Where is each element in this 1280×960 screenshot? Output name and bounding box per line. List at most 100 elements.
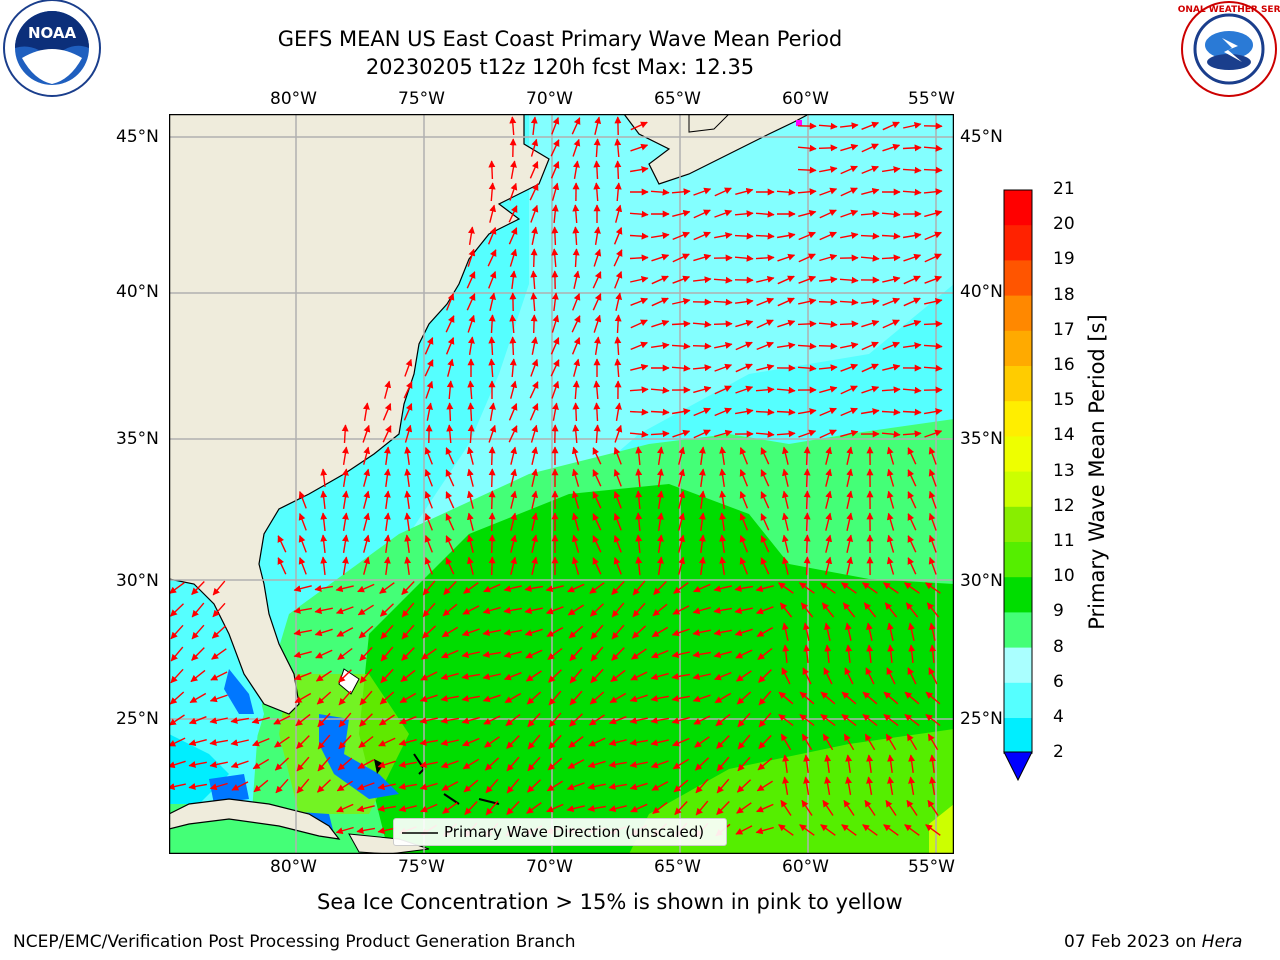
wave-direction-arrow — [818, 320, 838, 328]
wave-direction-arrow — [487, 249, 497, 267]
wave-direction-arrow — [861, 319, 880, 328]
wave-direction-arrow — [737, 734, 751, 750]
wave-direction-arrow — [650, 342, 670, 350]
wave-direction-arrow — [466, 468, 474, 487]
wave-direction-arrow — [488, 358, 496, 378]
wave-direction-arrow — [572, 248, 580, 268]
wave-direction-arrow — [531, 512, 539, 531]
wave-direction-arrow — [656, 490, 664, 510]
wave-direction-arrow — [928, 556, 937, 575]
wave-direction-arrow — [593, 380, 601, 400]
wave-direction-arrow — [629, 717, 648, 724]
wave-direction-arrow — [503, 672, 522, 681]
lat-label-left-45n: 45°N — [116, 127, 159, 147]
wave-direction-arrow — [320, 556, 328, 575]
wave-direction-arrow — [713, 629, 732, 636]
wave-direction-arrow — [440, 760, 459, 769]
wave-direction-arrow — [845, 776, 852, 796]
wave-direction-arrow — [613, 468, 622, 487]
wave-direction-arrow — [590, 646, 604, 662]
wave-direction-arrow — [840, 407, 858, 417]
wave-direction-arrow — [755, 408, 775, 416]
wave-direction-arrow — [821, 602, 835, 618]
wave-direction-arrow — [382, 425, 392, 443]
wave-direction-arrow — [755, 254, 775, 262]
wave-direction-arrow — [467, 424, 475, 444]
wave-direction-arrow — [509, 248, 518, 267]
lat-label-left-25n: 25°N — [116, 709, 159, 729]
wave-direction-arrow — [524, 607, 543, 614]
wave-direction-arrow — [841, 582, 857, 594]
wave-direction-arrow — [908, 754, 916, 773]
wave-direction-arrow — [169, 760, 186, 769]
wave-direction-arrow — [678, 446, 686, 465]
wave-direction-arrow — [698, 512, 706, 531]
wave-direction-arrow — [613, 556, 622, 575]
wave-direction-arrow — [503, 607, 523, 614]
wave-direction-arrow — [362, 424, 371, 443]
wave-direction-arrow — [314, 607, 333, 614]
wave-direction-arrow — [799, 824, 815, 836]
wave-direction-arrow — [424, 534, 433, 553]
wave-direction-arrow — [902, 144, 922, 152]
land-us-east — [169, 114, 550, 715]
wave-direction-arrow — [797, 144, 817, 152]
wave-direction-arrow — [341, 512, 349, 532]
wave-direction-arrow — [508, 425, 518, 443]
wave-direction-arrow — [671, 695, 690, 702]
wave-direction-arrow — [822, 799, 834, 816]
wave-direction-arrow — [881, 386, 901, 394]
wave-direction-arrow — [419, 739, 439, 746]
wave-direction-arrow — [803, 644, 811, 663]
wave-direction-arrow — [631, 625, 647, 639]
wave-direction-arrow — [466, 490, 474, 509]
wave-direction-arrow — [819, 385, 838, 394]
wave-direction-arrow — [531, 446, 539, 465]
wave-direction-arrow — [526, 779, 541, 793]
wave-direction-arrow — [398, 739, 417, 747]
wave-direction-arrow — [755, 826, 774, 835]
wave-direction-arrow — [881, 166, 901, 174]
wave-direction-arrow — [714, 407, 732, 417]
wave-direction-arrow — [188, 783, 208, 790]
wave-direction-arrow — [593, 138, 601, 158]
wave-direction-arrow — [317, 734, 331, 750]
lat-label-left-40n: 40°N — [116, 282, 159, 302]
wave-direction-arrow — [799, 582, 815, 594]
wave-direction-arrow — [293, 585, 312, 593]
wave-direction-arrow — [425, 380, 434, 399]
wave-direction-arrow — [547, 647, 563, 661]
wave-direction-arrow — [650, 430, 670, 438]
wave-direction-arrow — [293, 629, 312, 636]
colorbar-tick-label: 18 — [1053, 284, 1075, 305]
wave-direction-arrow — [883, 824, 899, 836]
wave-direction-arrow — [882, 297, 901, 306]
wave-direction-arrow — [508, 205, 518, 223]
footer-date: 07 Feb 2023 on — [1064, 932, 1202, 952]
wave-direction-arrow — [531, 226, 538, 245]
wave-direction-arrow — [251, 716, 270, 725]
wave-direction-arrow — [273, 715, 291, 725]
wave-direction-arrow — [698, 556, 706, 575]
wave-direction-arrow — [464, 801, 478, 816]
wave-direction-arrow — [735, 298, 754, 306]
wave-direction-arrow — [508, 227, 518, 245]
wave-direction-arrow — [693, 715, 711, 725]
wave-direction-arrow — [782, 776, 789, 796]
wave-direction-arrow — [820, 713, 836, 727]
wave-direction-arrow — [384, 380, 392, 399]
wave-direction-arrow — [546, 780, 563, 792]
wave-direction-arrow — [530, 138, 539, 157]
wave-direction-arrow — [757, 647, 773, 661]
wave-direction-arrow — [907, 557, 917, 575]
wave-direction-arrow — [569, 690, 583, 706]
wave-direction-arrow — [587, 805, 607, 812]
wave-direction-arrow — [567, 604, 584, 616]
wave-direction-arrow — [714, 429, 733, 438]
wave-direction-arrow — [650, 232, 670, 240]
wave-direction-arrow — [445, 557, 455, 575]
wave-direction-arrow — [530, 424, 539, 443]
wave-direction-arrow — [614, 314, 622, 334]
wave-direction-arrow — [488, 534, 496, 554]
wave-direction-arrow — [881, 210, 901, 218]
